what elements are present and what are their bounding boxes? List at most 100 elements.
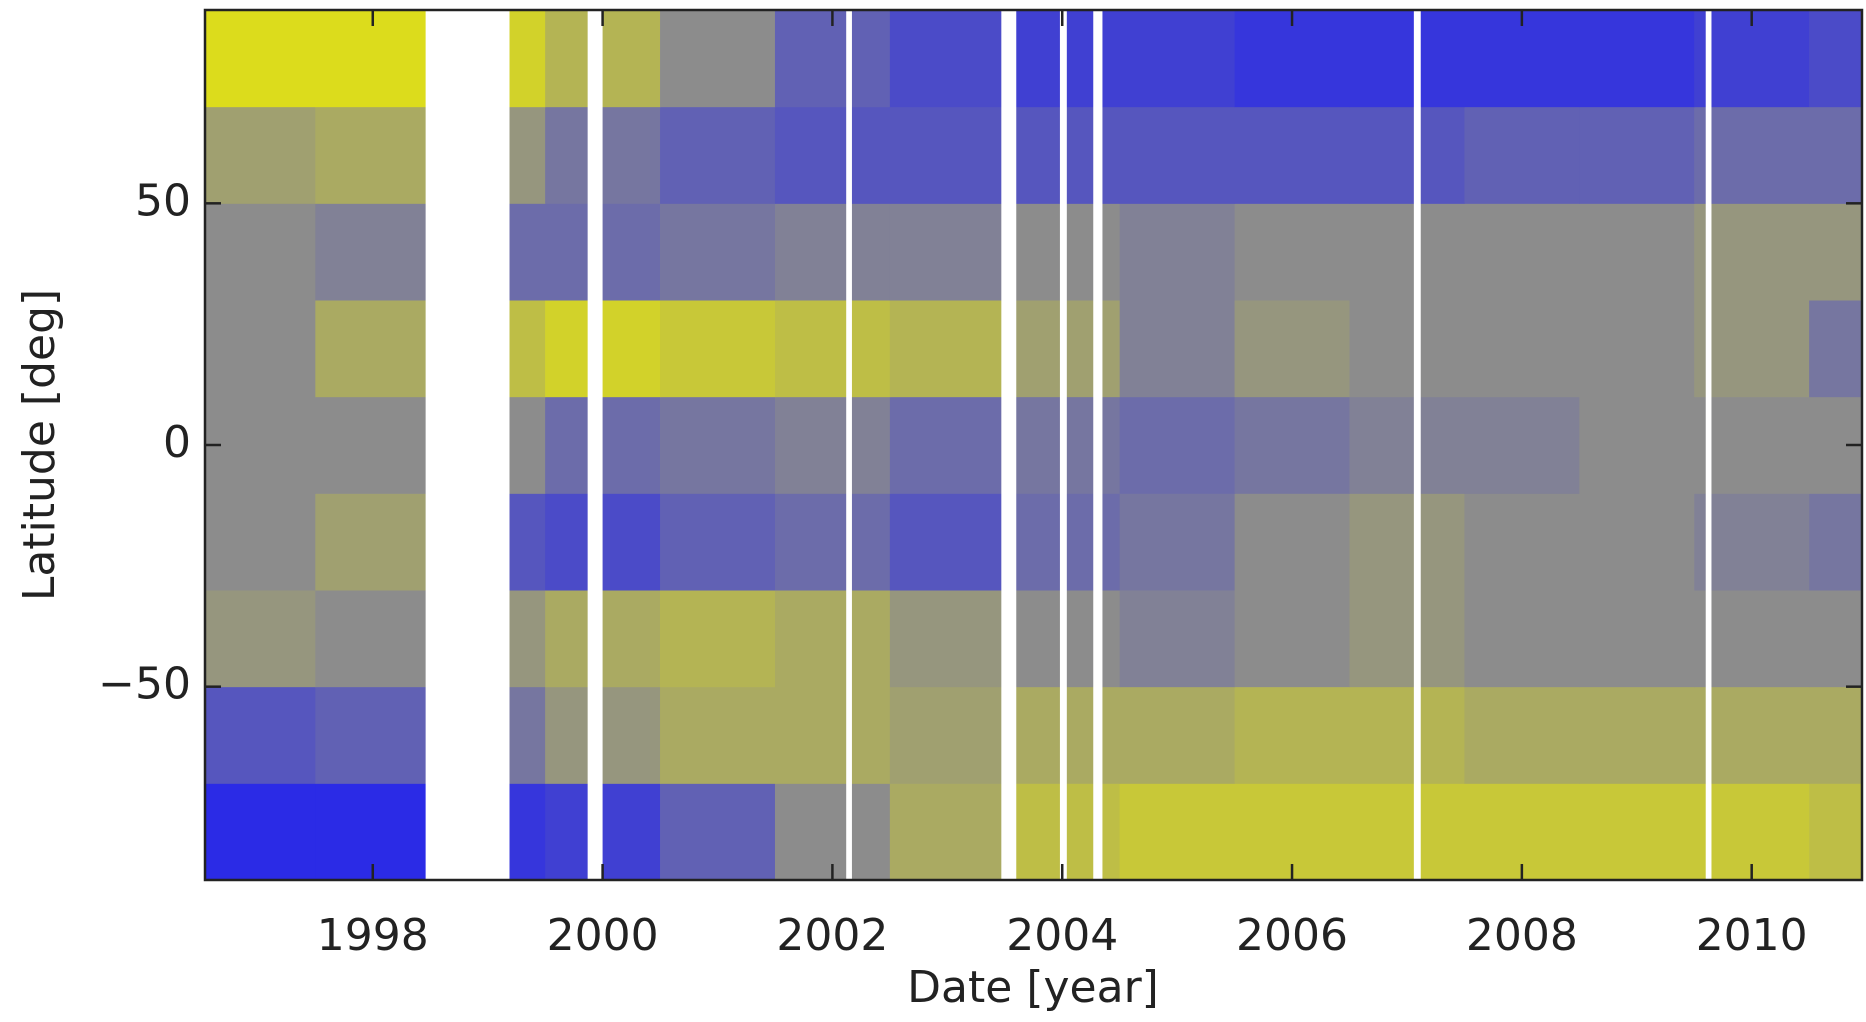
heat-cell: [1119, 783, 1236, 881]
heat-cell: [774, 300, 891, 398]
data-gap: [1001, 10, 1017, 880]
heat-cell: [1809, 590, 1863, 688]
heat-cell: [774, 396, 891, 494]
heat-cell: [1464, 10, 1580, 108]
heat-cell: [774, 203, 891, 301]
x-axis-label: Date [year]: [907, 962, 1159, 1013]
heat-cell: [1579, 10, 1695, 108]
heat-cell: [1694, 396, 1810, 494]
heat-cell: [889, 106, 1006, 204]
heat-cell: [660, 686, 776, 784]
heat-cell: [1119, 203, 1236, 301]
heat-cell: [1809, 10, 1863, 108]
x-tick-label: 2006: [1236, 910, 1348, 961]
y-tick-label: 0: [163, 417, 191, 468]
y-axis-label: Latitude [deg]: [14, 289, 65, 601]
heat-cell: [205, 203, 316, 301]
heat-cell: [1579, 590, 1695, 688]
heat-cell: [1119, 493, 1236, 591]
heat-cell: [315, 590, 431, 688]
heat-cell: [1579, 396, 1695, 494]
y-tick-label: 50: [135, 175, 191, 226]
heat-cell: [1349, 590, 1465, 688]
heat-cell: [205, 10, 316, 108]
data-gap: [1093, 10, 1103, 880]
heat-cell: [545, 493, 661, 591]
heat-cell: [1234, 493, 1351, 591]
heat-cell: [660, 590, 776, 688]
heat-cell: [1809, 686, 1863, 784]
heat-cell: [205, 106, 316, 204]
heat-cell: [1349, 783, 1465, 881]
heat-cell: [660, 783, 776, 881]
heat-cell: [1464, 396, 1580, 494]
heat-cell: [315, 300, 431, 398]
heat-cell: [660, 396, 776, 494]
heat-cell: [1234, 686, 1351, 784]
heat-cell: [315, 493, 431, 591]
heat-cell: [1349, 396, 1465, 494]
heat-cell: [1809, 493, 1863, 591]
heat-cell: [889, 396, 1006, 494]
heat-cell: [1579, 300, 1695, 398]
heat-cell: [315, 203, 431, 301]
heat-cell: [545, 686, 661, 784]
heat-cell: [1579, 106, 1695, 204]
heat-cell: [205, 300, 316, 398]
heat-cell: [1809, 106, 1863, 204]
heat-cell: [1119, 590, 1236, 688]
heat-cell: [545, 106, 661, 204]
heat-cell: [1464, 493, 1580, 591]
heat-cell: [315, 686, 431, 784]
heat-cell: [1694, 493, 1810, 591]
data-gap: [1059, 10, 1067, 880]
heat-cell: [1349, 203, 1465, 301]
heat-cell: [1579, 493, 1695, 591]
heat-cell: [774, 106, 891, 204]
heat-cell: [660, 10, 776, 108]
heat-cell: [660, 106, 776, 204]
heat-cell: [1349, 300, 1465, 398]
heat-cell: [660, 203, 776, 301]
heat-cell: [1694, 300, 1810, 398]
heat-cell: [889, 590, 1006, 688]
x-tick-label: 2000: [547, 910, 659, 961]
heat-cell: [1464, 203, 1580, 301]
heat-cell: [1234, 300, 1351, 398]
heat-cell: [1119, 396, 1236, 494]
heat-cell: [1809, 203, 1863, 301]
heat-cell: [1579, 203, 1695, 301]
data-gap: [846, 10, 852, 880]
heat-cell: [1349, 106, 1465, 204]
heat-cell: [889, 493, 1006, 591]
heat-cell: [1234, 106, 1351, 204]
heat-cell: [545, 203, 661, 301]
x-tick-label: 2004: [1006, 910, 1118, 961]
heat-cell: [660, 300, 776, 398]
heat-cell: [1579, 783, 1695, 881]
heat-cell: [205, 686, 316, 784]
heat-cell: [889, 10, 1006, 108]
x-tick-label: 2002: [776, 910, 888, 961]
heat-cell: [774, 590, 891, 688]
heat-cell: [1579, 686, 1695, 784]
heat-cell: [889, 686, 1006, 784]
heat-cell: [1234, 396, 1351, 494]
heat-cell: [1694, 590, 1810, 688]
heat-cell: [1694, 203, 1810, 301]
y-tick-label: −50: [98, 659, 191, 710]
heat-cell: [1234, 10, 1351, 108]
heat-cell: [1464, 686, 1580, 784]
heat-cell: [1119, 300, 1236, 398]
data-gap: [1705, 10, 1712, 880]
heat-cell: [774, 10, 891, 108]
heat-cell: [660, 493, 776, 591]
heat-cell: [205, 590, 316, 688]
heat-cell: [315, 106, 431, 204]
heat-cell: [774, 686, 891, 784]
heat-cell: [1234, 590, 1351, 688]
heat-cell: [1809, 783, 1863, 881]
data-gap: [1413, 10, 1421, 880]
data-gap: [587, 10, 603, 880]
